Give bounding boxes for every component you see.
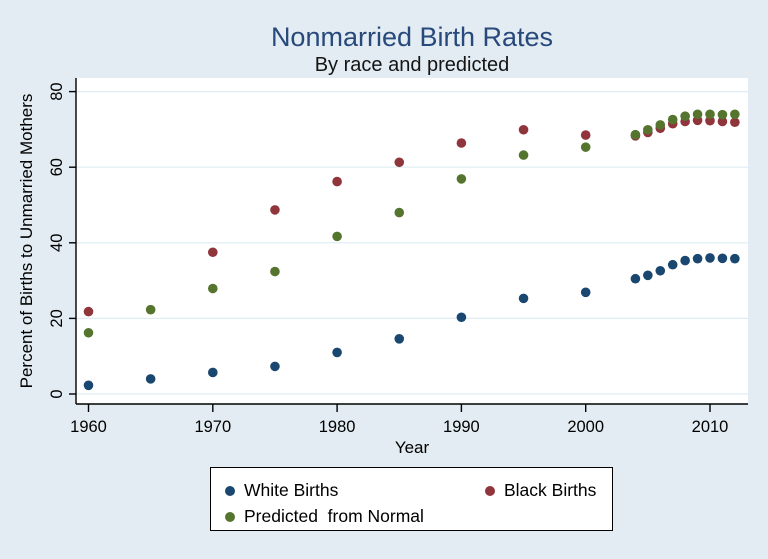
x-tick-label: 1970 <box>194 418 231 436</box>
data-point <box>394 207 405 218</box>
data-point <box>717 253 728 264</box>
data-point <box>655 265 666 276</box>
data-point <box>208 283 218 294</box>
chart-subtitle: By race and predicted <box>314 54 510 76</box>
data-point <box>580 130 591 140</box>
legend-marker-black-births-icon <box>485 485 495 496</box>
legend-label: White Births <box>244 480 339 500</box>
data-point <box>643 124 653 135</box>
data-point <box>145 304 156 315</box>
data-point <box>692 109 703 120</box>
x-tick-label: 1980 <box>319 418 356 436</box>
data-point <box>630 273 641 284</box>
y-tick-label: 60 <box>48 158 66 176</box>
data-point <box>580 142 591 152</box>
legend-item-white-births: White Births <box>225 480 338 501</box>
data-point <box>332 176 342 187</box>
data-point <box>692 253 703 264</box>
data-point <box>717 109 728 120</box>
data-point <box>456 174 467 184</box>
legend-marker-predicted-icon <box>225 511 235 522</box>
data-point <box>332 231 342 242</box>
data-point <box>667 114 678 125</box>
y-tick-label: 0 <box>48 389 66 398</box>
y-tick-label: 20 <box>48 309 66 327</box>
data-point <box>680 255 690 266</box>
data-point <box>332 347 342 358</box>
legend-item-predicted: Predicted from Normal <box>225 506 424 527</box>
data-point <box>208 247 218 258</box>
legend-label: Black Births <box>504 480 597 500</box>
data-point <box>717 116 728 127</box>
data-point <box>145 374 156 384</box>
data-point <box>667 259 678 270</box>
legend-item-black-births: Black Births <box>485 480 596 501</box>
data-point <box>83 380 94 391</box>
data-point <box>270 266 280 277</box>
data-point <box>270 361 280 372</box>
data-point <box>270 205 280 215</box>
data-point <box>83 306 94 317</box>
data-point <box>730 109 740 120</box>
data-point <box>518 293 529 304</box>
x-tick-label: 2010 <box>692 418 729 436</box>
data-point <box>705 109 715 120</box>
data-point <box>456 312 467 323</box>
data-point <box>456 138 467 148</box>
data-point <box>730 253 740 264</box>
y-tick-label: 80 <box>48 82 66 100</box>
y-tick-label: 40 <box>48 234 66 252</box>
data-point <box>680 111 690 121</box>
data-point <box>83 327 94 338</box>
data-point <box>394 334 405 344</box>
x-tick-label: 2000 <box>567 418 604 436</box>
legend: White Births Black Births Predicted from… <box>210 467 613 531</box>
data-point <box>643 270 653 281</box>
data-point <box>518 150 529 160</box>
data-point <box>655 120 666 130</box>
x-axis-label: Year <box>394 438 430 457</box>
data-point <box>730 117 740 128</box>
x-tick-label: 1990 <box>443 418 480 436</box>
chart-title: Nonmarried Birth Rates <box>270 22 554 52</box>
data-point <box>208 367 218 378</box>
legend-label: Predicted from Normal <box>244 506 424 526</box>
data-point <box>518 124 529 135</box>
data-point <box>630 129 641 140</box>
data-point <box>705 253 715 263</box>
x-tick-label: 1960 <box>70 418 107 436</box>
data-point <box>394 157 405 168</box>
data-point <box>580 287 591 298</box>
legend-marker-white-births-icon <box>225 485 235 496</box>
